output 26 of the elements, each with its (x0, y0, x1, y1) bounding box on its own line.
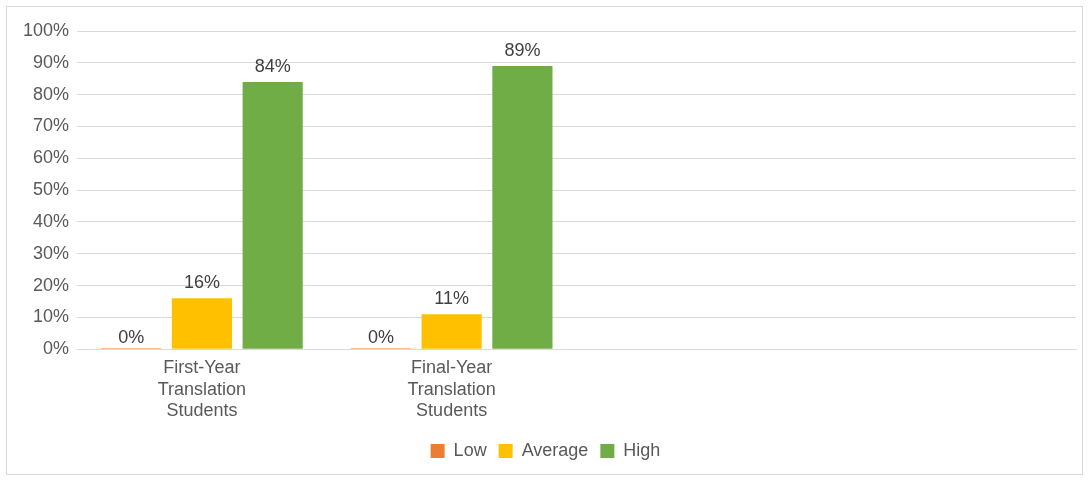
y-tick-label: 90% (33, 51, 70, 72)
y-tick-label: 50% (33, 179, 70, 200)
y-tick-label: 30% (33, 242, 70, 263)
y-tick-label: 20% (33, 274, 70, 295)
bar (171, 298, 232, 349)
y-tick-label: 60% (33, 147, 70, 168)
bar (492, 66, 553, 349)
y-tick-label: 70% (33, 115, 70, 136)
bar (242, 81, 303, 349)
data-label: 16% (183, 272, 220, 293)
legend-label: Average (521, 439, 589, 460)
data-label: 0% (118, 327, 145, 348)
data-label: 89% (504, 39, 541, 60)
y-tick-label: 40% (33, 210, 70, 231)
data-label: 0% (367, 327, 394, 348)
y-tick-label: 80% (33, 83, 70, 104)
y-tick-label: 0% (43, 338, 70, 359)
x-tick-label: Final-Year Translation Students (407, 356, 496, 421)
legend-label: Low (453, 439, 488, 460)
legend-label: High (623, 439, 661, 460)
data-label: 84% (254, 55, 291, 76)
y-tick-label: 10% (33, 306, 70, 327)
data-label: 11% (434, 288, 469, 309)
x-tick-label: First-Year Translation Students (157, 356, 247, 421)
bar (421, 314, 482, 349)
y-tick-label: 100% (22, 19, 70, 40)
